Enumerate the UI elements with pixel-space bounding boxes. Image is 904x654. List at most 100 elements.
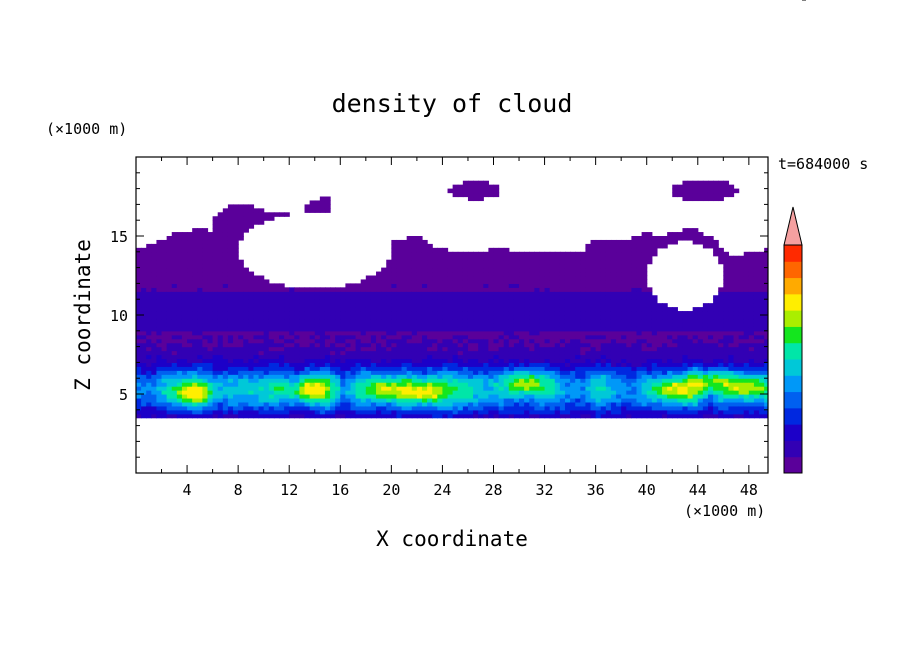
density-cell [549, 366, 556, 371]
density-cell [616, 295, 622, 300]
density-cell [227, 346, 234, 352]
density-cell [559, 287, 566, 292]
density-cell [253, 291, 260, 296]
density-cell [580, 394, 587, 399]
density-cell [432, 315, 438, 320]
density-cell [483, 180, 489, 186]
density-cell [345, 354, 352, 360]
density-cell [181, 307, 188, 312]
density-cell [314, 413, 321, 419]
density-cell [136, 322, 142, 328]
density-cell [483, 299, 489, 304]
density-cell [370, 409, 377, 415]
density-cell [268, 354, 275, 360]
density-cell [386, 330, 392, 336]
density-cell [529, 311, 535, 316]
density-cell [621, 330, 627, 336]
density-cell [493, 386, 500, 391]
density-cell [222, 259, 229, 265]
density-cell [549, 413, 556, 419]
density-cell [687, 334, 694, 340]
density-cell [743, 370, 750, 375]
density-cell [467, 279, 474, 284]
density-cell [171, 334, 178, 340]
density-cell [483, 295, 489, 300]
density-cell [396, 330, 403, 336]
density-cell [268, 212, 275, 217]
density-cell [743, 311, 750, 316]
density-cell [411, 397, 418, 403]
density-cell [340, 370, 346, 375]
density-cell [529, 330, 535, 336]
density-cell [161, 295, 168, 300]
density-cell [432, 358, 438, 363]
density-cell [411, 334, 418, 340]
density-cell [411, 354, 418, 360]
density-cell [181, 370, 188, 375]
density-cell [141, 342, 147, 348]
density-cell [202, 326, 209, 332]
density-cell [263, 283, 270, 288]
density-cell [575, 307, 581, 312]
density-cell [590, 287, 597, 292]
density-cell [136, 413, 142, 419]
density-cell [222, 287, 229, 292]
density-cell [406, 394, 413, 399]
density-cell [564, 350, 571, 356]
density-cell [677, 354, 684, 360]
density-cell [176, 295, 183, 300]
density-cell [289, 413, 295, 419]
density-cell [610, 358, 617, 363]
density-cell [166, 299, 173, 304]
density-cell [462, 192, 469, 198]
density-cell [575, 397, 581, 403]
density-cell [610, 307, 617, 312]
density-cell [585, 291, 592, 296]
density-cell [539, 283, 546, 288]
density-cell [713, 413, 719, 419]
density-cell [667, 378, 673, 383]
density-cell [192, 338, 198, 344]
density-cell [207, 397, 214, 403]
density-cell [217, 338, 224, 344]
density-cell [233, 283, 239, 288]
density-cell [718, 366, 724, 371]
density-cell [258, 409, 265, 415]
density-cell [151, 267, 158, 273]
density-cell [575, 358, 581, 363]
density-cell [677, 374, 684, 379]
density-cell [513, 366, 520, 371]
density-cell [478, 291, 484, 296]
density-cell [570, 346, 576, 352]
density-cell [437, 346, 444, 352]
density-cell [554, 342, 561, 348]
density-cell [365, 401, 372, 407]
density-cell [309, 200, 316, 205]
density-cell [427, 397, 433, 403]
density-cell [427, 405, 433, 411]
density-cell [646, 299, 653, 304]
density-cell [324, 299, 331, 304]
density-cell [411, 259, 418, 265]
density-cell [728, 259, 735, 265]
density-cell [227, 291, 234, 296]
density-cell [212, 370, 219, 375]
density-cell [641, 239, 648, 245]
density-cell [136, 330, 142, 336]
density-cell [462, 354, 469, 360]
density-cell [355, 374, 362, 379]
density-cell [621, 291, 627, 296]
density-cell [243, 378, 249, 383]
density-cell [212, 334, 219, 340]
density-cell [580, 350, 587, 356]
density-cell [677, 322, 684, 328]
density-cell [243, 275, 249, 281]
density-cell [258, 362, 265, 367]
density-cell [176, 275, 183, 281]
density-cell [605, 334, 612, 340]
density-cell [493, 330, 500, 336]
density-cell [457, 370, 464, 375]
density-cell [197, 243, 203, 249]
density-cell [391, 390, 398, 395]
density-cell [227, 358, 234, 363]
